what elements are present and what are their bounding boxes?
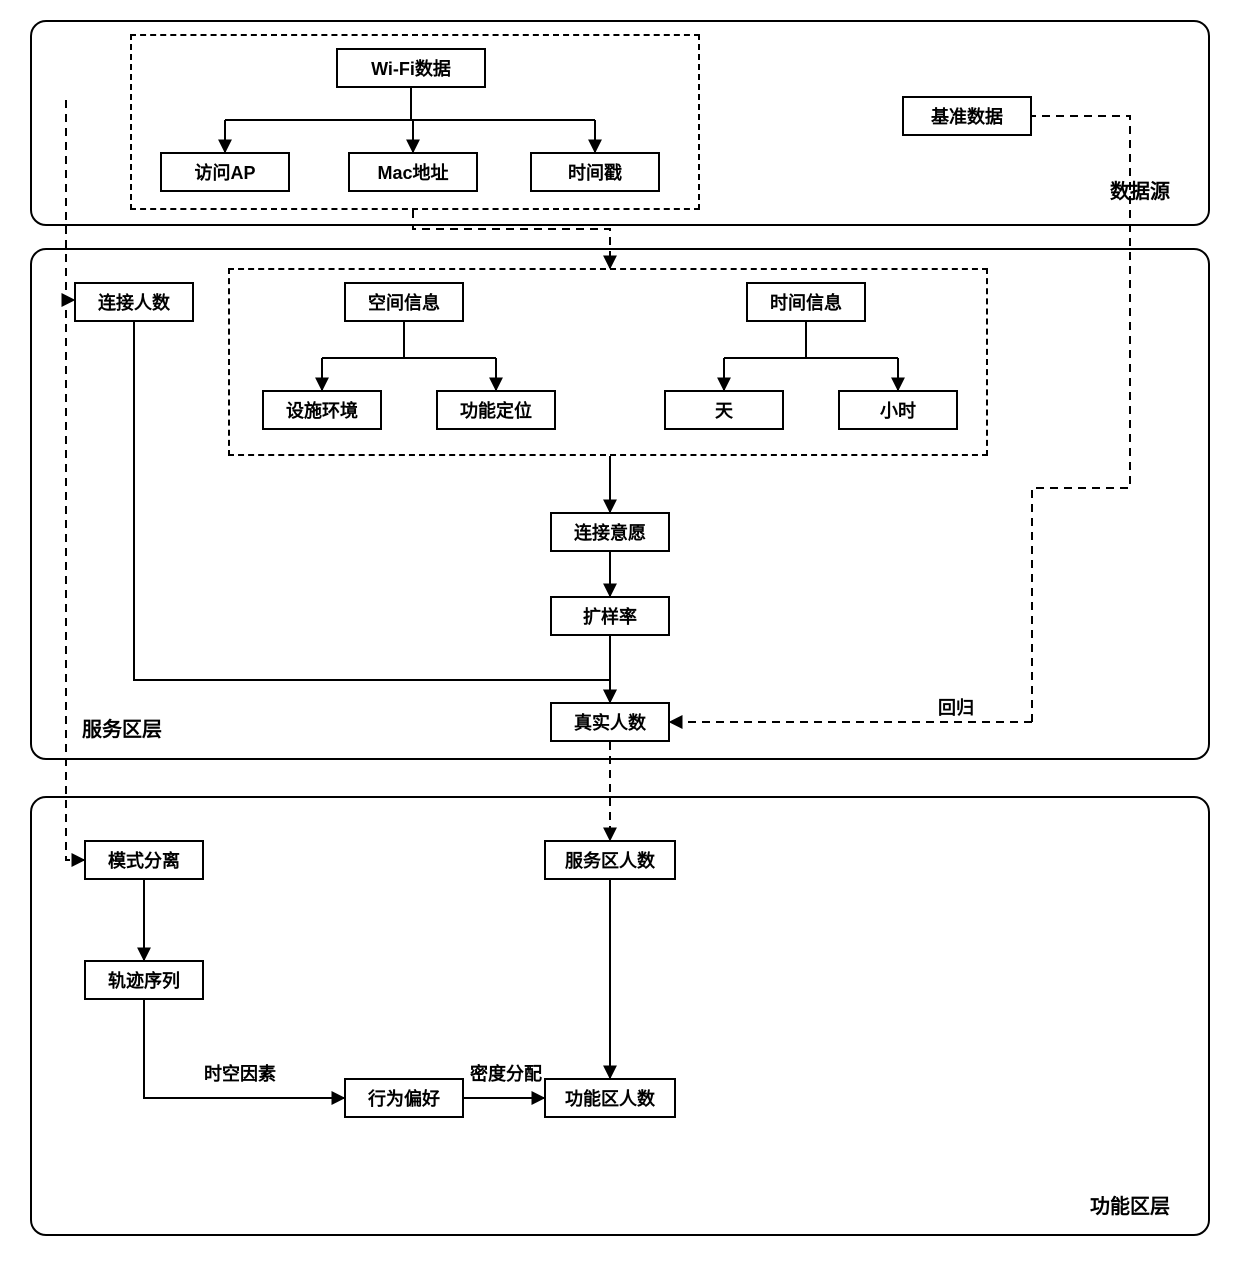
node-wifi_data: Wi-Fi数据 bbox=[336, 48, 486, 88]
node-visit_ap: 访问AP bbox=[160, 152, 290, 192]
node-behavior_pref: 行为偏好 bbox=[344, 1078, 464, 1118]
section-label: 功能区层 bbox=[1090, 1190, 1170, 1219]
node-conn_people: 连接人数 bbox=[74, 282, 194, 322]
node-real_people: 真实人数 bbox=[550, 702, 670, 742]
edge-label-regression: 回归 bbox=[938, 694, 974, 720]
node-expand_rate: 扩样率 bbox=[550, 596, 670, 636]
node-track_seq: 轨迹序列 bbox=[84, 960, 204, 1000]
edge-label-st_factor: 时空因素 bbox=[204, 1060, 276, 1086]
node-day: 天 bbox=[664, 390, 784, 430]
node-func_orient: 功能定位 bbox=[436, 390, 556, 430]
node-hour: 小时 bbox=[838, 390, 958, 430]
section-label: 数据源 bbox=[1110, 175, 1170, 204]
node-mode_sep: 模式分离 bbox=[84, 840, 204, 880]
node-facility_env: 设施环境 bbox=[262, 390, 382, 430]
node-mac_addr: Mac地址 bbox=[348, 152, 478, 192]
node-conn_intent: 连接意愿 bbox=[550, 512, 670, 552]
diagram-canvas: 数据源服务区层功能区层 Wi-Fi数据访问AP Mac地址 时间戳 基准数据连接人数 空间… bbox=[0, 0, 1240, 1262]
node-svc_people: 服务区人数 bbox=[544, 840, 676, 880]
node-timestamp: 时间戳 bbox=[530, 152, 660, 192]
node-base_data: 基准数据 bbox=[902, 96, 1032, 136]
node-func_people: 功能区人数 bbox=[544, 1078, 676, 1118]
section-label: 服务区层 bbox=[82, 713, 162, 742]
node-time_info: 时间信息 bbox=[746, 282, 866, 322]
edge-label-density: 密度分配 bbox=[470, 1060, 542, 1086]
node-space_info: 空间信息 bbox=[344, 282, 464, 322]
